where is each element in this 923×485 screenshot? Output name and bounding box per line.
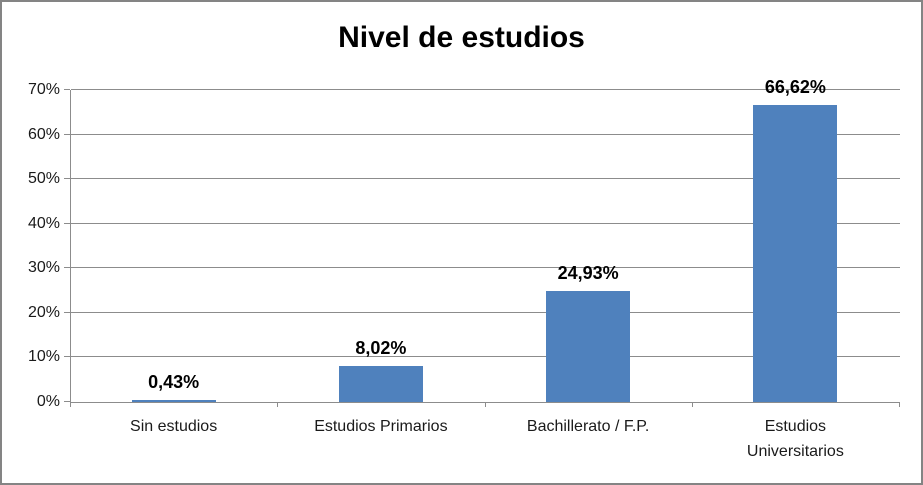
y-axis-tick xyxy=(64,133,70,135)
x-axis-label: Estudios Universitarios xyxy=(746,418,844,460)
chart-title: Nivel de estudios xyxy=(338,21,585,54)
x-axis-tick xyxy=(277,402,279,407)
bar-value-label: 0,43% xyxy=(148,372,200,393)
x-axis-tick xyxy=(899,402,900,407)
x-axis-tick xyxy=(70,402,71,407)
bar xyxy=(338,366,423,402)
y-axis-tick-label: 50% xyxy=(27,170,60,188)
gridline xyxy=(71,89,900,90)
gridline xyxy=(71,133,900,135)
bar-value-label: 8,02% xyxy=(355,338,407,359)
y-axis-tick-label: 60% xyxy=(27,125,60,143)
bar xyxy=(753,105,838,402)
y-axis-tick xyxy=(64,222,70,224)
y-axis-tick xyxy=(64,401,70,402)
bar-value-label: 24,93% xyxy=(557,262,619,283)
gridline xyxy=(71,356,900,358)
x-axis-tick xyxy=(691,402,693,407)
y-axis-tick-label: 0% xyxy=(36,393,60,410)
y-axis-tick-label: 30% xyxy=(27,259,60,277)
y-axis-tick xyxy=(64,356,70,358)
y-axis-tick xyxy=(64,267,70,269)
y-axis-tick-label: 70% xyxy=(27,81,60,98)
bar xyxy=(131,400,216,402)
gridline xyxy=(71,178,900,180)
x-axis-label: Sin estudios xyxy=(130,418,218,435)
x-axis-tick xyxy=(484,402,486,407)
bar-value-label: 66,62% xyxy=(764,77,826,98)
y-axis-tick-label: 20% xyxy=(27,303,60,321)
y-axis-tick xyxy=(64,178,70,180)
gridline xyxy=(71,222,900,224)
x-axis-label: Bachillerato / F.P. xyxy=(526,418,650,435)
y-axis-tick xyxy=(64,311,70,313)
gridline xyxy=(71,311,900,313)
y-axis-tick-label: 40% xyxy=(27,214,60,232)
y-axis-tick-label: 10% xyxy=(27,348,60,366)
y-axis-tick xyxy=(64,89,70,90)
gridline xyxy=(71,267,900,269)
x-axis-label: Estudios Primarios xyxy=(314,418,448,435)
bar xyxy=(546,290,631,402)
